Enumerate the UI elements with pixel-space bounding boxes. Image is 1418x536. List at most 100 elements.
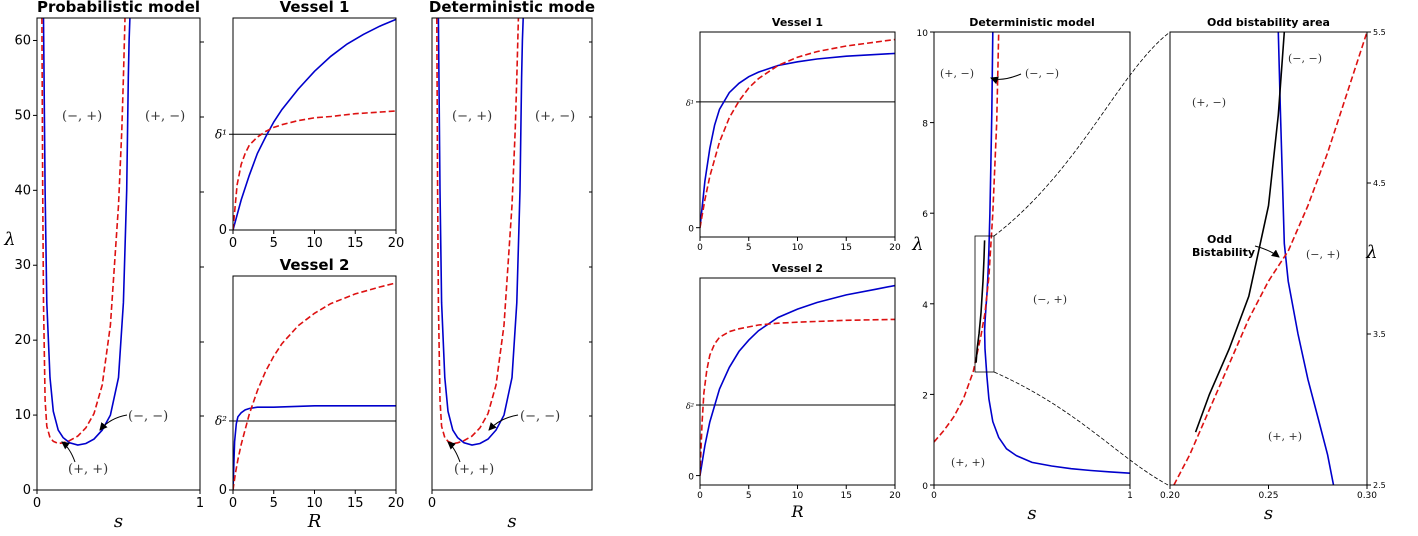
x-tick-label: 1 xyxy=(1127,491,1133,501)
x-tick-label: 0 xyxy=(428,496,436,511)
series-group xyxy=(934,32,1130,474)
y-tick-label: 40 xyxy=(14,183,31,198)
series-line-red xyxy=(41,18,126,445)
series-group xyxy=(436,18,524,446)
y-tick-label: 30 xyxy=(14,258,31,273)
x-tick-label: 15 xyxy=(347,496,364,511)
arrow-layer xyxy=(61,73,1280,463)
x-tick-label: 5 xyxy=(270,496,278,511)
x-axis-label: s xyxy=(1264,503,1273,524)
y-tick-label: 10 xyxy=(14,408,31,423)
x-tick-label: 5 xyxy=(270,236,278,251)
y-axis-label: λ xyxy=(911,234,923,255)
odd-bistability-label-line: Odd xyxy=(1207,233,1232,246)
region-label: (−, +) xyxy=(452,109,492,124)
series-group xyxy=(1173,32,1367,485)
series-line-blue xyxy=(437,18,524,446)
y-tick-label: 0 xyxy=(688,473,694,483)
x-axis-label: s xyxy=(114,511,123,532)
y-tick-label: δ² xyxy=(215,414,227,428)
region-label: (−, −) xyxy=(520,409,560,424)
y-tick-label: 0 xyxy=(688,225,694,235)
panel-left-vessel-2: Vessel 2 0 5 10 15 20 0 δ² R xyxy=(215,256,404,532)
x-axis-label: R xyxy=(790,502,803,521)
y-tick-label: 20 xyxy=(14,333,31,348)
axes-frame xyxy=(36,17,201,491)
series-group xyxy=(41,18,131,446)
x-tick-label: 0 xyxy=(697,243,703,253)
right-edge-ticks xyxy=(200,41,592,417)
axes-frame xyxy=(232,17,397,231)
series-line-blue xyxy=(983,32,994,332)
y-tick-label: 60 xyxy=(14,33,31,48)
region-label: (+, −) xyxy=(1192,96,1226,109)
x-tick-label: 15 xyxy=(347,236,364,251)
region-label: (−, +) xyxy=(62,109,102,124)
x-tick-label: 5 xyxy=(746,243,752,253)
chart-title: Deterministic mode xyxy=(429,0,595,16)
x-axis-label: s xyxy=(1027,503,1036,524)
x-tick-label: 0.30 xyxy=(1357,491,1377,501)
y-tick-label: 2 xyxy=(922,391,928,401)
zoom-box xyxy=(974,235,995,373)
region-label: (−, −) xyxy=(1025,67,1059,80)
region-label: (+, +) xyxy=(68,462,108,477)
chart-title: Vessel 2 xyxy=(772,262,823,275)
axes-frame xyxy=(933,31,1131,486)
axes-frame xyxy=(699,31,896,238)
x-axis-label: R xyxy=(307,511,322,532)
y-tick-label: 2.5 xyxy=(1373,481,1386,490)
series-line-black xyxy=(975,240,986,363)
series-line-red xyxy=(700,318,895,476)
x-tick-label: 15 xyxy=(841,243,852,253)
region-label: (+, −) xyxy=(535,109,575,124)
y-axis-label: λ xyxy=(1365,242,1377,263)
x-tick-label: 20 xyxy=(889,243,901,253)
x-tick-label: 15 xyxy=(841,491,852,501)
series-line-blue xyxy=(233,18,396,230)
series-line-black xyxy=(1194,32,1286,433)
y-tick-label: 0 xyxy=(219,223,227,238)
arrow-minus-minus xyxy=(99,414,128,431)
y-tick-label: 5.5 xyxy=(1373,28,1386,37)
series-line-blue xyxy=(700,284,895,476)
arrow-plus-plus xyxy=(61,441,76,463)
series-line-blue xyxy=(983,330,1130,474)
chart-title: Odd bistability area xyxy=(1207,16,1330,29)
x-tick-label: 20 xyxy=(889,491,901,501)
series-group xyxy=(233,18,396,230)
odd-bistability-label-line: Bistability xyxy=(1192,246,1255,259)
y-tick-label: 50 xyxy=(14,108,31,123)
arrow-minus-minus xyxy=(990,73,1022,85)
x-tick-label: 10 xyxy=(792,491,804,501)
series-line-red xyxy=(700,38,895,228)
panel-left-vessel-1: Vessel 1 0 5 10 15 20 0 δ¹ xyxy=(215,0,404,251)
y-tick-label: 8 xyxy=(922,120,928,130)
x-axis-label: s xyxy=(507,511,516,532)
y-tick-label: 3.5 xyxy=(1373,330,1386,339)
zoom-line-bottom xyxy=(993,371,1171,487)
region-label: (−, +) xyxy=(1306,248,1340,261)
y-axis-label: λ xyxy=(3,229,15,250)
x-tick-label: 0 xyxy=(229,496,237,511)
series-group xyxy=(700,38,895,228)
arrow-minus-minus xyxy=(488,414,519,431)
x-tick-label: 0 xyxy=(697,491,703,501)
panel-right-odd-bistability: Odd bistability area 0.20 0.25 0.302.5 3.5 4.… xyxy=(1160,16,1386,524)
series-line-red xyxy=(436,18,520,445)
axes-frame xyxy=(232,275,397,491)
series-line-blue xyxy=(1277,32,1335,485)
region-label: (+, −) xyxy=(940,67,974,80)
y-tick-label: δ² xyxy=(686,402,694,411)
x-tick-label: 0 xyxy=(931,491,937,501)
zoom-line-top xyxy=(993,31,1171,237)
y-tick-label: 6 xyxy=(922,210,928,220)
x-tick-label: 0.20 xyxy=(1160,491,1180,501)
chart-title: Vessel 1 xyxy=(772,16,823,29)
region-label: (−, −) xyxy=(128,409,168,424)
series-line-blue xyxy=(42,18,131,446)
